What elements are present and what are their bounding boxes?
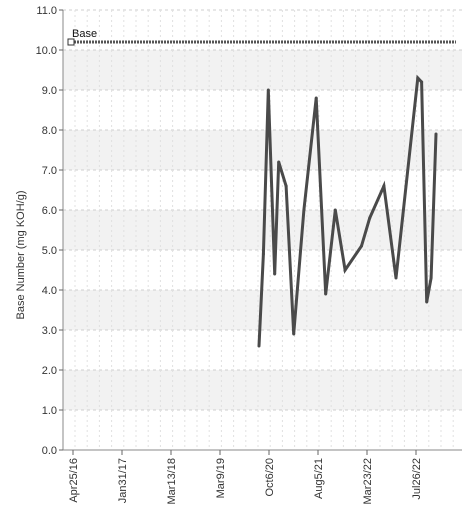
y-tick-label: 4.0 xyxy=(42,285,57,297)
x-tick-label: Mar9/19 xyxy=(215,458,227,498)
plot-axes xyxy=(62,10,462,451)
y-tick-label: 1.0 xyxy=(42,405,57,417)
data-point xyxy=(382,184,386,188)
y-axis-title: Base Number (mg KOH/g) xyxy=(15,191,27,320)
reference-line-label: Base xyxy=(72,28,97,40)
y-tick-label: 10.0 xyxy=(36,45,57,57)
y-tick-label: 9.0 xyxy=(42,85,57,97)
x-tick-label: Mar23/22 xyxy=(362,458,374,504)
data-point xyxy=(425,300,429,304)
data-point xyxy=(277,160,281,164)
y-tick-label: 5.0 xyxy=(42,245,57,257)
x-tick-label: Jul26/22 xyxy=(411,458,423,500)
reference-line-group: Base xyxy=(67,28,456,46)
x-tick-label: Oct6/20 xyxy=(264,458,276,497)
x-tick-label: Jan31/17 xyxy=(117,458,129,503)
data-point xyxy=(266,88,270,92)
x-axis-ticks: Apr25/16 Jan31/17 Mar13/18 Mar9/19 Oct6/20 Au… xyxy=(68,450,423,504)
plot-band xyxy=(63,370,462,410)
reference-line-marker xyxy=(67,38,75,46)
data-point xyxy=(368,216,372,220)
y-axis-ticks: 0.0 1.0 2.0 3.0 4.0 5.0 6.0 7.0 8.0 9.0 10.0 11.0 xyxy=(36,5,63,457)
data-point xyxy=(284,184,288,188)
plot-band xyxy=(63,50,462,90)
data-point xyxy=(343,268,347,272)
series-group xyxy=(257,74,438,348)
data-point xyxy=(429,276,433,280)
y-tick-label: 3.0 xyxy=(42,325,57,337)
y-tick-label: 0.0 xyxy=(42,445,57,457)
y-tick-label: 6.0 xyxy=(42,205,57,217)
plot-grid xyxy=(63,9,462,451)
data-point xyxy=(333,208,337,212)
data-point xyxy=(261,252,265,256)
data-point xyxy=(273,272,277,276)
data-point xyxy=(394,276,398,280)
x-tick-label: Apr25/16 xyxy=(68,458,80,503)
data-point xyxy=(416,76,420,80)
data-point xyxy=(292,332,296,336)
data-point xyxy=(257,344,261,348)
x-tick-label: Mar13/18 xyxy=(166,458,178,504)
y-tick-label: 7.0 xyxy=(42,165,57,177)
y-tick-label: 8.0 xyxy=(42,125,57,137)
data-point xyxy=(314,96,318,100)
data-point xyxy=(302,208,306,212)
plot-bands xyxy=(63,50,462,410)
data-point xyxy=(434,132,438,136)
x-tick-label: Aug5/21 xyxy=(313,458,325,499)
plot-band xyxy=(63,130,462,170)
y-tick-label: 2.0 xyxy=(42,365,57,377)
y-tick-label: 11.0 xyxy=(36,5,57,17)
data-point xyxy=(359,244,363,248)
data-point xyxy=(324,292,328,296)
data-point xyxy=(420,80,424,84)
